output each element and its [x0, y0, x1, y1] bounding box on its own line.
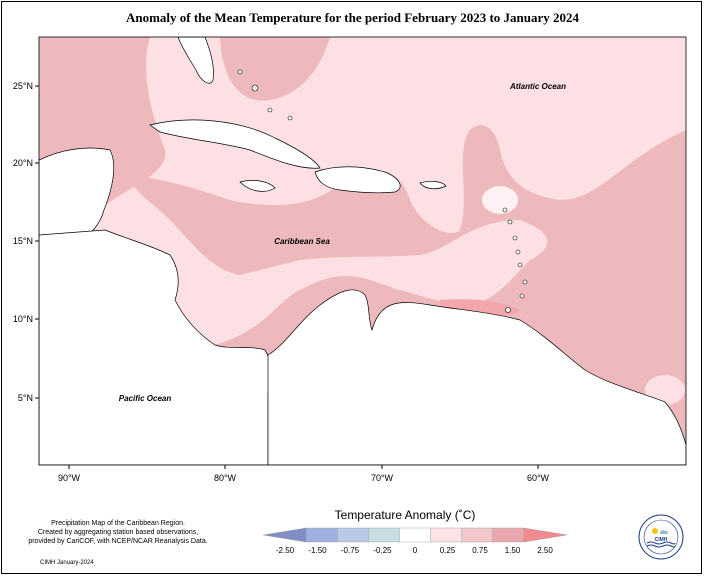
colorbar-segment	[430, 527, 462, 543]
colorbar-tick-label: 0	[413, 546, 418, 555]
land-cuba	[149, 119, 321, 169]
lat-tick-label: 10°N	[13, 314, 33, 324]
credit-date: CIMH January-2024	[40, 560, 94, 566]
colorbar-tick-label: 1.50	[505, 546, 521, 555]
colorbar-tick-label: -1.50	[308, 546, 327, 555]
credit-line: Created by aggregating station based obs…	[37, 529, 199, 536]
lat-axis: 25°N 20°N 15°N 10°N 5°N	[13, 81, 39, 403]
colorbar-segment	[368, 527, 400, 543]
colorbar-segment	[461, 527, 493, 543]
map-credits: Precipitation Map of the Caribbean Regio…	[18, 519, 218, 546]
legend-title: Temperature Anomaly (˚C)	[334, 508, 476, 522]
lat-tick-label: 5°N	[18, 393, 33, 403]
colorbar-segment	[262, 527, 307, 543]
land-hispaniola	[314, 166, 401, 194]
colorbar-tick-label: 2.50	[537, 546, 553, 555]
lat-tick-label: 25°N	[13, 81, 33, 91]
land-puerto-rico	[419, 180, 447, 190]
credit-line: provided by CariCOF, with NCEP/NCAR Rean…	[28, 538, 208, 545]
colorbar-segment	[337, 527, 369, 543]
wave-icon	[646, 541, 676, 545]
land-south-america	[267, 289, 686, 465]
colorbar-segment	[305, 527, 338, 543]
logo-name: CIMH	[655, 537, 668, 543]
map-border	[38, 36, 687, 466]
colorbar-tick-label: -0.25	[373, 546, 392, 555]
land-florida	[177, 37, 214, 84]
label-pacific-ocean: Pacific Ocean	[119, 394, 172, 403]
colorbar-tick-label: -0.75	[341, 546, 360, 555]
anomaly-patch-margarita	[388, 270, 412, 290]
label-atlantic-ocean: Atlantic Ocean	[509, 82, 566, 91]
lon-tick-label: 70°W	[371, 473, 394, 483]
land-lesser-antilles	[237, 69, 528, 313]
colorbar-segment	[399, 527, 431, 543]
colorbar-segment	[523, 527, 568, 543]
anomaly-patch-lesser-antilles	[482, 186, 518, 214]
lon-axis: 90°W 80°W 70°W 60°W	[58, 465, 550, 483]
sun-icon	[652, 528, 658, 534]
anomaly-patch-guyana	[645, 375, 685, 405]
cloud-icon	[660, 529, 669, 534]
lon-tick-label: 60°W	[527, 473, 550, 483]
lat-tick-label: 15°N	[13, 236, 33, 246]
map-title: Anomaly of the Mean Temperature for the …	[125, 10, 580, 25]
colorbar-segment	[492, 527, 525, 543]
lon-tick-label: 90°W	[58, 473, 81, 483]
colorbar-tick-label: 0.25	[440, 546, 456, 555]
lat-tick-label: 20°N	[13, 158, 33, 168]
label-caribbean-sea: Caribbean Sea	[274, 237, 330, 246]
lon-tick-label: 80°W	[214, 473, 237, 483]
land-jamaica	[239, 180, 276, 192]
colorbar-tick-label: 0.75	[472, 546, 488, 555]
credit-line: Precipitation Map of the Caribbean Regio…	[51, 520, 185, 527]
cimh-logo: CIMH	[638, 514, 684, 560]
colorbar-tick-label: -2.50	[276, 546, 295, 555]
anomaly-region-bahamas	[220, 37, 330, 101]
